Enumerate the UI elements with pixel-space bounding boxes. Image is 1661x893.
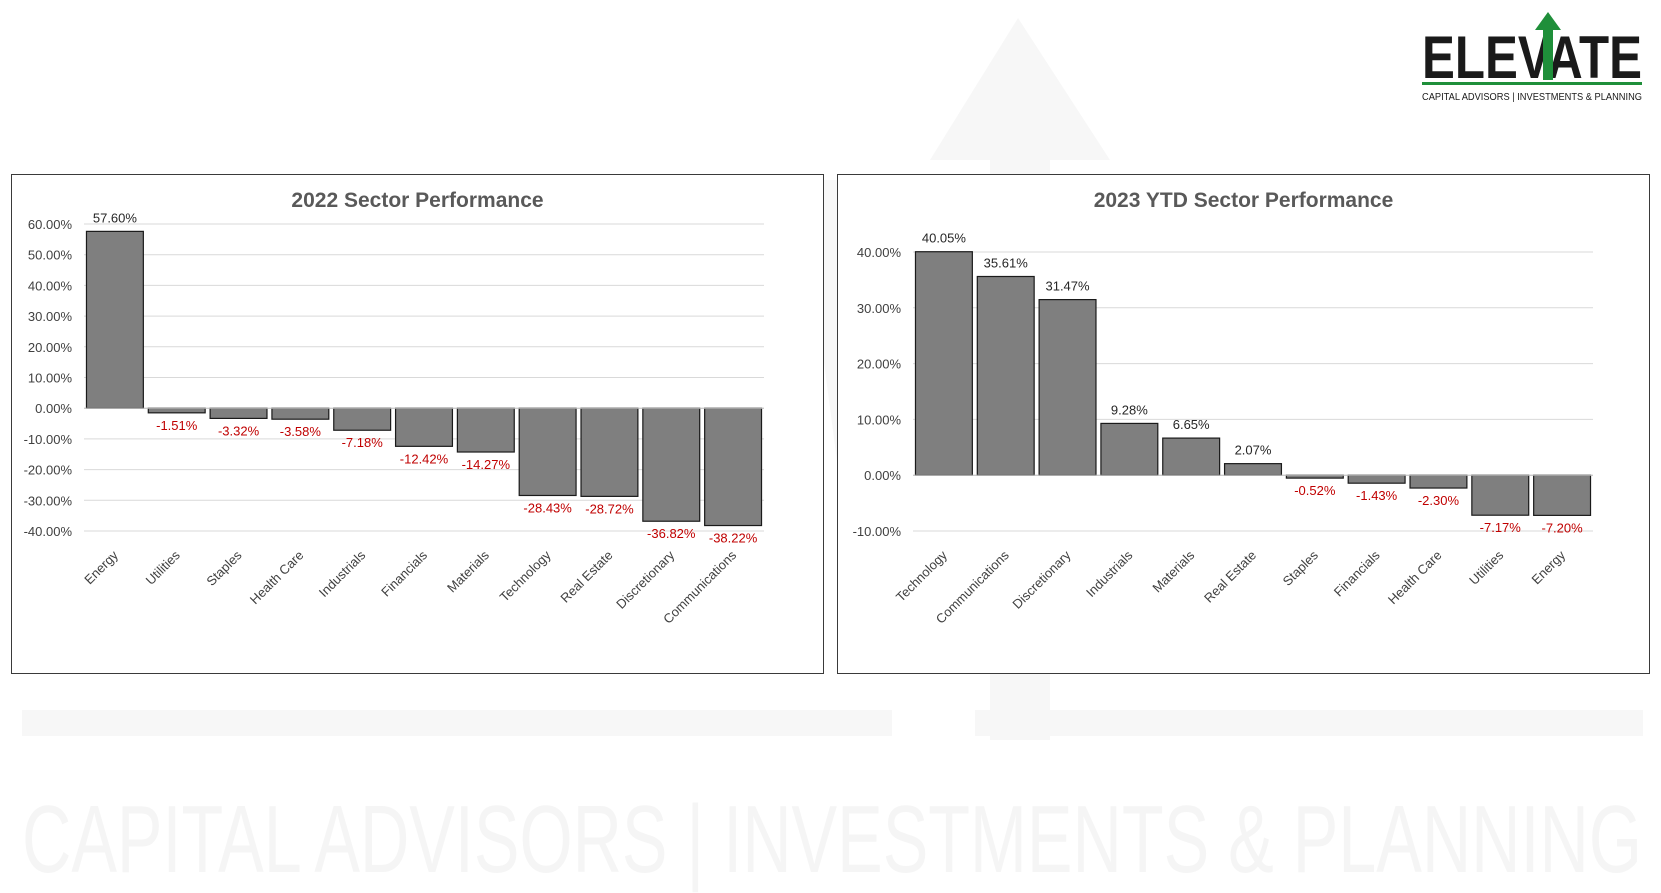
x-tick-label: Real Estate <box>1201 548 1259 606</box>
data-label: 9.28% <box>1111 402 1148 417</box>
y-tick-label: 10.00% <box>28 371 73 386</box>
y-tick-label: 0.00% <box>864 468 901 483</box>
x-tick-label: Health Care <box>247 548 307 608</box>
data-label: -7.17% <box>1480 520 1522 535</box>
bar <box>394 407 454 447</box>
bar <box>209 407 268 419</box>
x-tick-label: Utilities <box>1466 547 1507 588</box>
data-label: -3.32% <box>218 423 260 438</box>
data-label: 40.05% <box>922 231 967 246</box>
bar <box>1533 474 1592 516</box>
bar <box>1100 422 1159 476</box>
y-tick-label: -20.00% <box>24 463 73 478</box>
y-tick-label: 0.00% <box>35 401 72 416</box>
x-tick-label: Staples <box>1280 547 1322 589</box>
bar <box>1347 474 1406 484</box>
x-tick-label: Energy <box>1528 547 1568 587</box>
x-tick-label: Technology <box>497 547 554 604</box>
x-tick-label: Discretionary <box>613 547 678 612</box>
bar <box>456 407 515 453</box>
x-tick-label: Industrials <box>316 547 369 600</box>
bar <box>976 275 1035 476</box>
logo-underline <box>1422 82 1642 85</box>
data-label: -36.82% <box>647 526 696 541</box>
bar <box>914 251 973 476</box>
bar <box>1409 474 1468 489</box>
data-label: 31.47% <box>1045 279 1090 294</box>
y-tick-label: 50.00% <box>28 248 73 263</box>
watermark-tagline: CAPITAL ADVISORS | INVESTMENTS & PLANNIN… <box>22 786 1642 893</box>
x-tick-label: Discretionary <box>1009 547 1074 612</box>
bar <box>271 407 330 420</box>
bar <box>1162 437 1221 476</box>
x-tick-label: Materials <box>1149 547 1197 595</box>
y-tick-label: -10.00% <box>853 524 902 539</box>
y-tick-label: 30.00% <box>857 301 902 316</box>
bar <box>580 407 639 497</box>
data-label: 2.07% <box>1235 443 1272 458</box>
data-label: -2.30% <box>1418 493 1460 508</box>
x-tick-label: Real Estate <box>557 548 615 606</box>
data-label: -12.42% <box>400 451 449 466</box>
y-tick-label: 60.00% <box>28 217 73 232</box>
x-tick-label: Financials <box>1331 547 1383 599</box>
data-label: 35.61% <box>984 255 1029 270</box>
data-label: -3.58% <box>280 424 322 439</box>
data-label: -7.20% <box>1541 520 1583 535</box>
data-label: -38.22% <box>709 531 758 546</box>
x-tick-label: Energy <box>81 547 121 587</box>
chart-title: 2022 Sector Performance <box>291 189 544 212</box>
chart-2022: 60.00% 50.00% 40.00% 30.00% 20.00% 10.00% 0.00… <box>24 210 764 627</box>
bar <box>85 230 144 409</box>
data-label: -28.72% <box>585 501 634 516</box>
elevate-logo: ELEVATE CAPITAL ADVISORS | INVESTMENTS &… <box>1420 8 1645 103</box>
x-tick-label: Industrials <box>1083 547 1136 600</box>
y-tick-label: 10.00% <box>857 412 902 427</box>
logo-tagline: CAPITAL ADVISORS | INVESTMENTS & PLANNIN… <box>1422 92 1642 103</box>
bar <box>147 407 206 414</box>
x-tick-label: Utilities <box>143 547 184 588</box>
bar <box>1223 463 1283 476</box>
data-label: -1.51% <box>156 418 198 433</box>
y-tick-label: 20.00% <box>857 357 902 372</box>
bar <box>1471 474 1530 516</box>
data-label: -28.43% <box>523 500 572 515</box>
chart-2023: 40.00% 30.00% 20.00% 10.00% 0.00% -10.00% 40.0… <box>853 231 1593 627</box>
chart-panel-2022: 60.00% 50.00% 40.00% 30.00% 20.00% 10.00% 0.00… <box>11 174 824 674</box>
bar <box>642 407 701 522</box>
data-label: -1.43% <box>1356 488 1398 503</box>
x-tick-label: Financials <box>378 547 430 599</box>
x-tick-label: Staples <box>203 547 245 589</box>
logo-arrow-icon <box>1535 12 1561 80</box>
bar <box>333 407 392 431</box>
x-tick-label: Health Care <box>1385 548 1445 608</box>
y-tick-label: 30.00% <box>28 309 73 324</box>
y-tick-label: 40.00% <box>28 278 73 293</box>
chart-panel-2023: 40.00% 30.00% 20.00% 10.00% 0.00% -10.00% 40.0… <box>837 174 1650 674</box>
chart-title: 2023 YTD Sector Performance <box>1093 189 1394 212</box>
bar <box>1038 298 1097 476</box>
y-tick-label: 40.00% <box>857 245 902 260</box>
data-label: -14.27% <box>462 457 511 472</box>
data-label: -7.18% <box>342 435 384 450</box>
x-tick-label: Technology <box>893 547 950 604</box>
y-tick-label: -40.00% <box>24 524 73 539</box>
y-tick-label: 20.00% <box>28 340 73 355</box>
x-tick-label: Materials <box>444 547 492 595</box>
bar <box>704 407 763 527</box>
data-label: 57.60% <box>93 210 138 225</box>
y-tick-label: -30.00% <box>24 493 73 508</box>
logo-wordmark: ELEVATE <box>1422 24 1642 91</box>
data-label: 6.65% <box>1173 417 1210 432</box>
bar <box>518 407 577 497</box>
y-tick-label: -10.00% <box>24 432 73 447</box>
data-label: -0.52% <box>1294 483 1336 498</box>
